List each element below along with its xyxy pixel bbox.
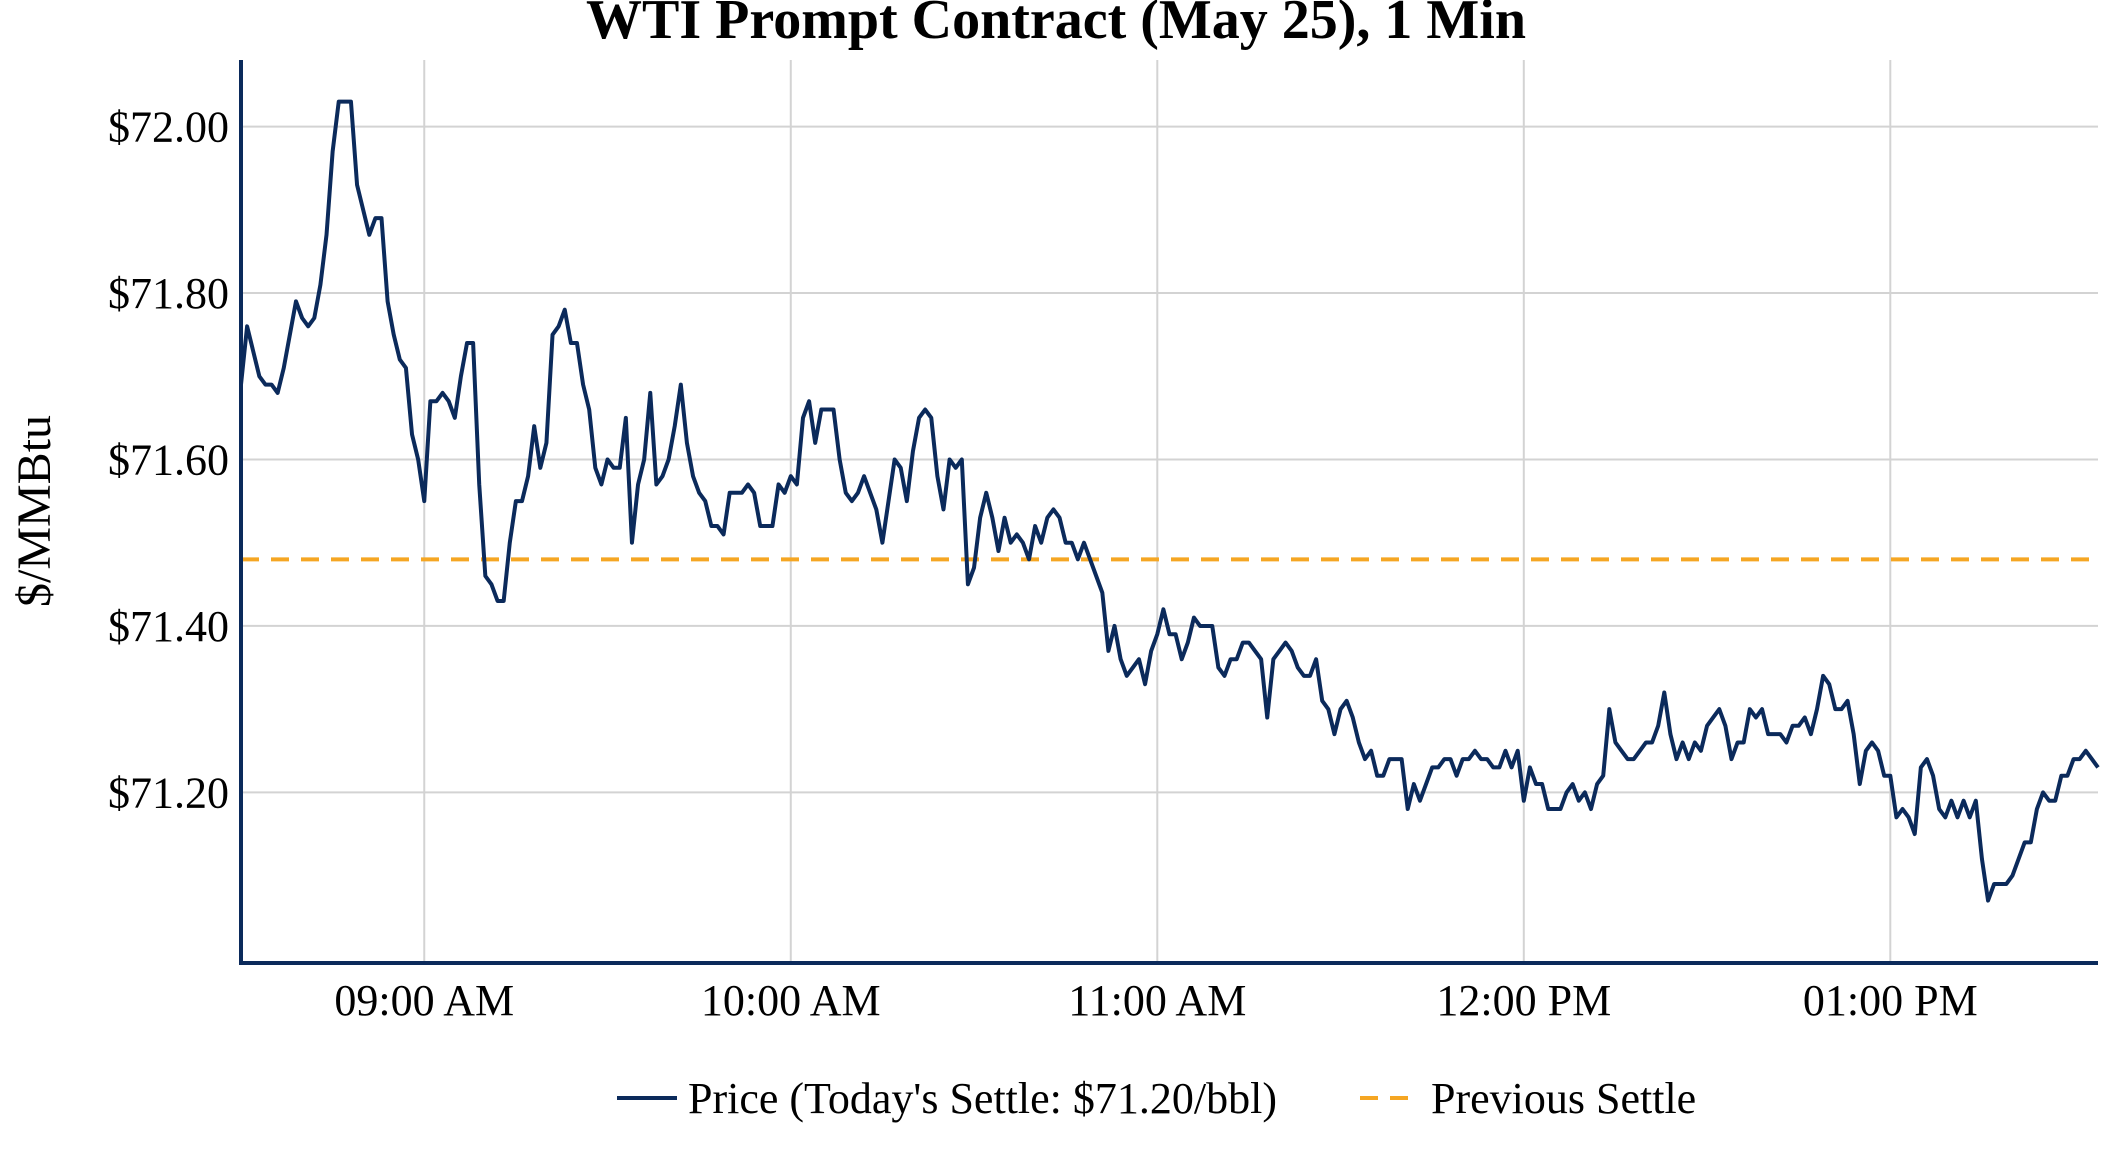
y-axis-label: $/MMBtu — [8, 415, 61, 607]
legend-label-price: Price (Today's Settle: $71.20/bbl) — [688, 1074, 1277, 1123]
x-tick-label-4: 01:00 PM — [1803, 976, 1978, 1025]
price-series-line — [239, 99, 2100, 903]
x-tick-label-1: 10:00 AM — [701, 976, 881, 1025]
y-tick-label-1: $71.40 — [108, 602, 229, 651]
y-tick-label-2: $71.60 — [108, 435, 229, 484]
chart-title: WTI Prompt Contract (May 25), 1 Min — [586, 0, 1526, 51]
y-tick-label-0: $71.20 — [108, 768, 229, 817]
x-tick-labels: 09:00 AM 10:00 AM 11:00 AM 12:00 PM 01:00 PM — [334, 976, 1977, 1025]
series-layer — [239, 99, 2100, 903]
x-tick-label-2: 11:00 AM — [1068, 976, 1246, 1025]
y-tick-label-4: $72.00 — [108, 103, 229, 152]
legend-item-price: Price (Today's Settle: $71.20/bbl) — [617, 1074, 1277, 1123]
x-tick-label-0: 09:00 AM — [334, 976, 514, 1025]
axes — [239, 60, 2098, 965]
x-tick-label-3: 12:00 PM — [1436, 976, 1611, 1025]
legend-item-previous-settle: Previous Settle — [1360, 1074, 1696, 1123]
y-tick-label-3: $71.80 — [108, 269, 229, 318]
grid-lines — [241, 60, 2098, 963]
legend: Price (Today's Settle: $71.20/bbl) Previ… — [617, 1074, 1696, 1123]
legend-label-previous-settle: Previous Settle — [1431, 1074, 1696, 1123]
y-tick-labels: $71.20 $71.40 $71.60 $71.80 $72.00 — [108, 103, 229, 818]
